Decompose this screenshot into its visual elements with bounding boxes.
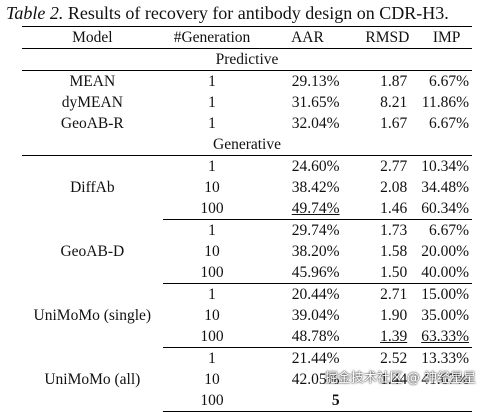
- aar-cell: 39.04%: [291, 307, 340, 324]
- imp-cell: 40.00%: [421, 262, 472, 284]
- imp-cell: [421, 390, 472, 412]
- generation-cell: 10: [204, 243, 220, 260]
- caption-text: Results of recovery for antibody design …: [67, 3, 449, 23]
- model-name: dyMEAN: [61, 94, 123, 111]
- rmsd-cell: 1.73: [380, 222, 408, 239]
- table-header-row: Model #Generation AAR RMSD IMP: [22, 26, 472, 49]
- imp-cell: 20.00%: [421, 243, 469, 260]
- generation-cell: 1: [208, 73, 216, 90]
- rmsd-cell: 1.67: [380, 115, 408, 132]
- results-table: Model #Generation AAR RMSD IMP Predictiv…: [22, 26, 472, 412]
- aar-cell: 21.44%: [291, 350, 340, 367]
- table-row: UniMoMo (all) 1 21.44% 2.52 13.33%: [22, 348, 472, 388]
- generation-cell: 10: [204, 307, 220, 324]
- section-row: Generative: [22, 134, 472, 156]
- aar-cell: 24.60%: [291, 158, 340, 175]
- generation-cell: 100: [162, 198, 262, 220]
- table-row: GeoAB-R 1 32.04% 1.67 6.67%: [22, 113, 472, 134]
- imp-cell: 35.00%: [421, 307, 469, 324]
- watermark: 掘金技术社区 @ 神经星星: [324, 371, 476, 386]
- aar-cell: 29.13%: [291, 73, 340, 90]
- imp-cell: 6.67%: [428, 222, 469, 239]
- table-row: DiffAb 1 24.60% 2.77 10.34%: [22, 156, 472, 196]
- table-row: dyMEAN 1 31.65% 8.21 11.86%: [22, 92, 472, 113]
- table-row: 10 39.04% 1.90 35.00%: [22, 305, 472, 326]
- rmsd-cell: 8.21: [380, 94, 408, 111]
- aar-cell: 38.20%: [291, 243, 340, 260]
- model-name: MEAN: [69, 73, 116, 90]
- imp-cell: 6.67%: [428, 73, 469, 90]
- generation-cell: 100: [162, 326, 262, 348]
- table-row: 10 38.42% 2.08 34.48%: [22, 177, 472, 198]
- header-rmsd: RMSD: [353, 26, 422, 49]
- imp-cell: 6.67%: [428, 115, 469, 132]
- table-row: GeoAB-D 1 29.74% 1.73 6.67%: [22, 220, 472, 260]
- aar-cell: 38.42%: [291, 179, 340, 196]
- rmsd-cell: 1.50: [353, 262, 422, 284]
- generation-cell: 100: [162, 390, 262, 412]
- rmsd-cell: 1.39: [353, 326, 422, 348]
- aar-cell: 45.96%: [261, 262, 354, 284]
- table-row: 100 49.74% 1.46 60.34%: [22, 198, 472, 220]
- caption-label: Table 2.: [6, 3, 64, 23]
- rmsd-cell: 2.08: [380, 179, 408, 196]
- aar-cell: 49.74%: [261, 198, 354, 220]
- generation-cell: 1: [208, 222, 216, 239]
- table-body: Predictive MEAN 1 29.13% 1.87 6.67% dyMEAN 1 31.…: [22, 48, 472, 412]
- aar-cell: 31.65%: [291, 94, 340, 111]
- rmsd-cell: 1.90: [380, 307, 408, 324]
- model-name: GeoAB-R: [60, 115, 124, 132]
- imp-cell: 41.67%: [421, 371, 469, 388]
- aar-cell: 20.44%: [291, 286, 340, 303]
- rmsd-cell: [353, 390, 422, 412]
- generation-cell: 100: [162, 262, 262, 284]
- table-caption: Table 2. Results of recovery for antibod…: [6, 3, 449, 24]
- aar-cell: 32.04%: [291, 115, 340, 132]
- generation-cell: 10: [204, 371, 220, 388]
- section-label: Predictive: [22, 48, 472, 71]
- header-generation: #Generation: [162, 26, 262, 49]
- table-row: 10 38.20% 1.58 20.00%: [22, 241, 472, 262]
- generation-cell: 1: [208, 350, 216, 367]
- header-imp: IMP: [421, 26, 472, 49]
- aar-cell: 42.05%: [291, 371, 340, 388]
- imp-cell: 60.34%: [421, 198, 472, 220]
- generation-cell: 1: [208, 94, 216, 111]
- imp-cell: 10.34%: [421, 158, 469, 175]
- generation-cell: 1: [208, 286, 216, 303]
- rmsd-cell: 1.46: [353, 198, 422, 220]
- generation-cell: 1: [208, 158, 216, 175]
- header-aar: AAR: [261, 26, 354, 49]
- aar-cell: 29.74%: [291, 222, 340, 239]
- section-row: Predictive: [22, 48, 472, 71]
- rmsd-cell: 2.71: [380, 286, 408, 303]
- model-name: DiffAb: [70, 179, 115, 197]
- rmsd-cell: 2.52: [380, 350, 408, 367]
- header-model: Model: [22, 26, 163, 49]
- imp-cell: 11.86%: [421, 94, 469, 111]
- rmsd-cell: 1.44: [380, 371, 408, 388]
- section-label: Generative: [22, 134, 472, 156]
- table-row: MEAN 1 29.13% 1.87 6.67%: [22, 71, 472, 93]
- imp-cell: 63.33%: [421, 326, 472, 348]
- table-row: 100 45.96% 1.50 40.00%: [22, 262, 472, 284]
- generation-cell: 10: [204, 179, 220, 196]
- aar-cell: 48.78%: [261, 326, 354, 348]
- aar-cell: 5: [261, 390, 354, 412]
- rmsd-cell: 2.77: [380, 158, 408, 175]
- rmsd-cell: 1.58: [380, 243, 408, 260]
- generation-cell: 1: [208, 115, 216, 132]
- imp-cell: 13.33%: [421, 350, 469, 367]
- rmsd-cell: 1.87: [380, 73, 408, 90]
- table-row: UniMoMo (single) 1 20.44% 2.71 15.00%: [22, 284, 472, 324]
- table-row: 100 48.78% 1.39 63.33%: [22, 326, 472, 348]
- model-name: UniMoMo (all): [44, 371, 141, 388]
- model-name: GeoAB-D: [60, 243, 125, 260]
- imp-cell: 15.00%: [421, 286, 469, 303]
- model-name: UniMoMo (single): [33, 307, 152, 324]
- table-row: 10 42.05% 1.44 41.67%: [22, 369, 472, 390]
- imp-cell: 34.48%: [421, 179, 469, 196]
